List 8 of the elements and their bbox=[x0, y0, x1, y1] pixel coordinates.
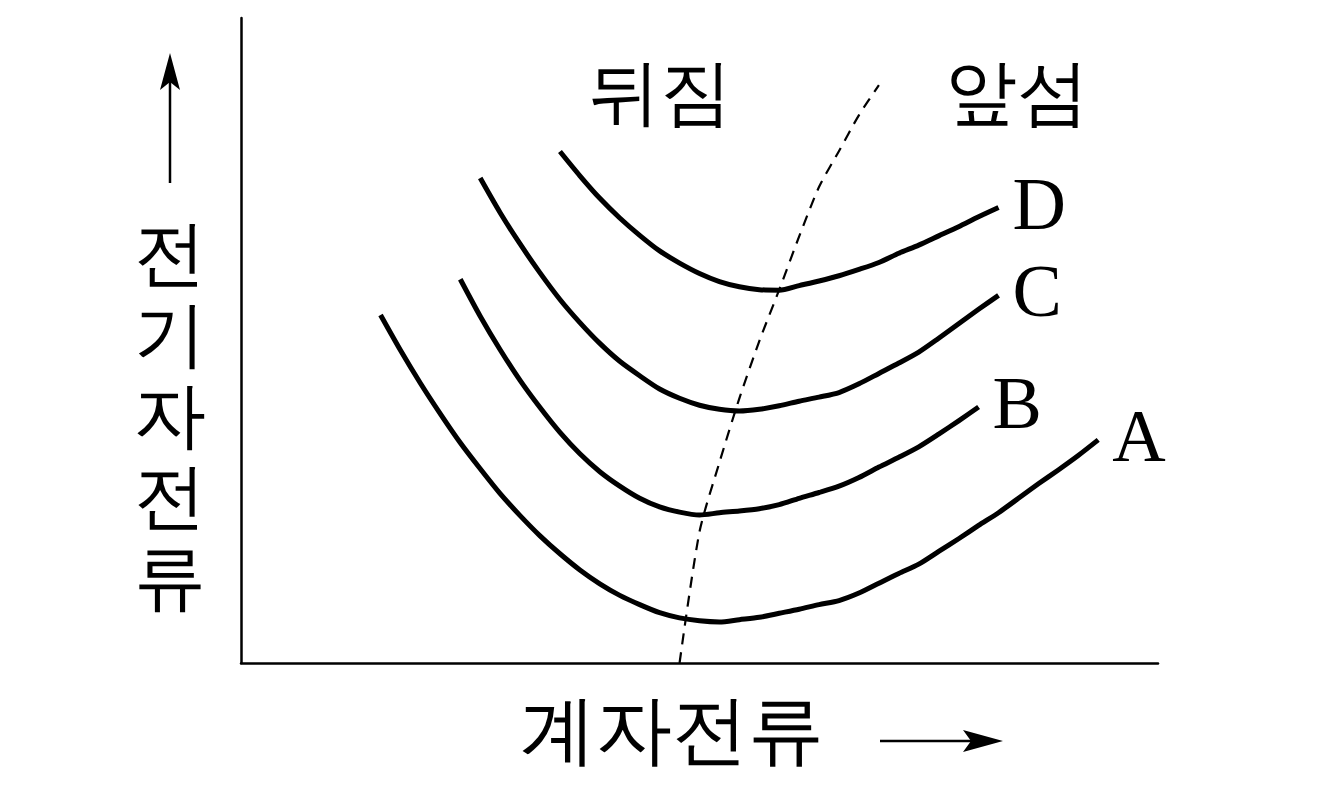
series-label: C bbox=[1012, 250, 1062, 333]
annotation: 뒤짐 bbox=[588, 50, 732, 134]
y-axis-title: 전기자전류 bbox=[133, 211, 207, 619]
annotation: 앞섬 bbox=[945, 50, 1089, 134]
series-label: B bbox=[992, 361, 1042, 444]
x-axis-title: 계자전류 bbox=[519, 684, 824, 774]
series-label: D bbox=[1012, 162, 1066, 245]
series-label: A bbox=[1112, 394, 1166, 477]
